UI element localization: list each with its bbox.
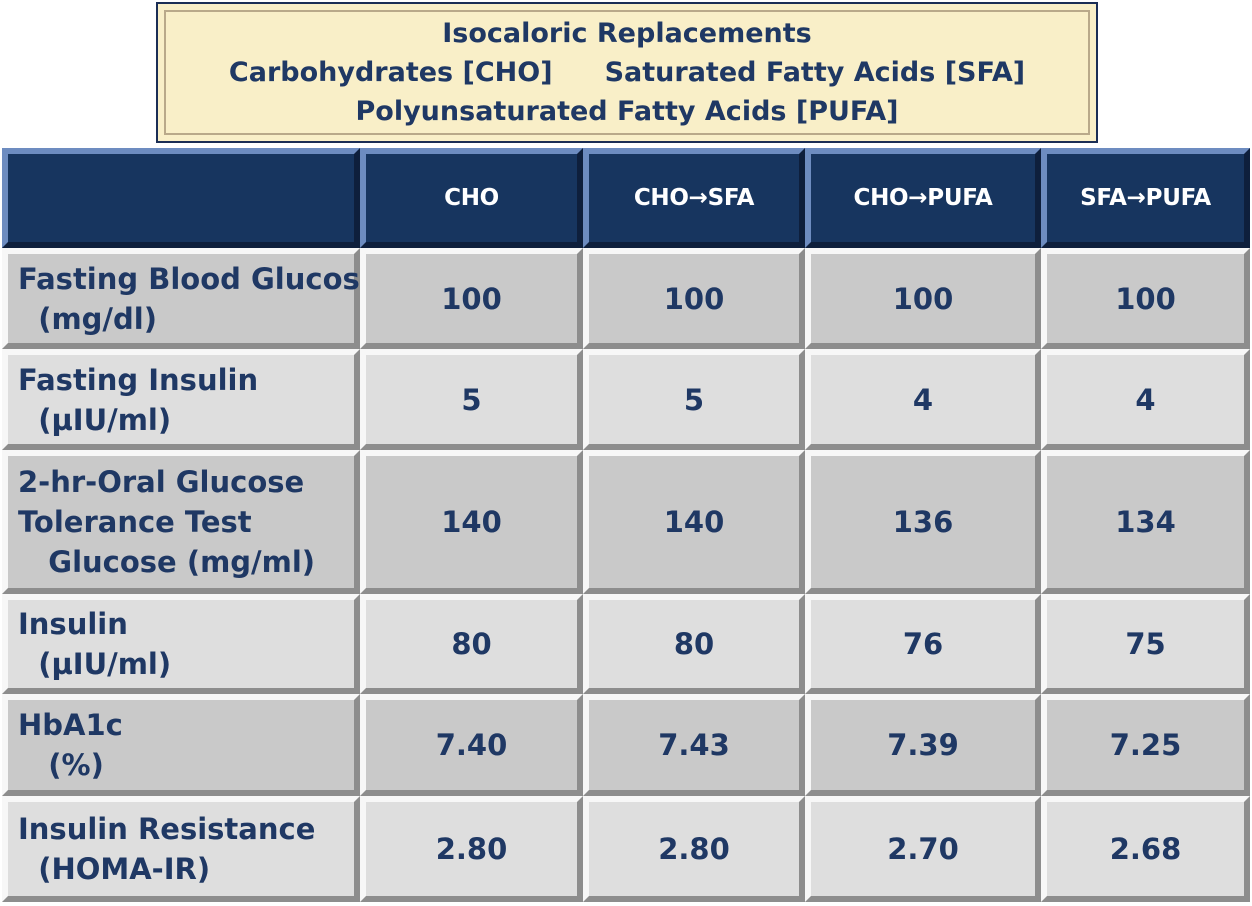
title-sfa: Saturated Fatty Acids [SFA] xyxy=(604,56,1026,88)
row-label-line: 2-hr-Oral Glucose xyxy=(18,465,305,499)
value-text: 2.68 xyxy=(1109,832,1182,866)
value-cell-cho-to-pufa: 4 xyxy=(805,349,1041,450)
row-label-line: Fasting Blood Glucose xyxy=(18,261,380,296)
column-header-cho-to-pufa: CHO→PUFA xyxy=(805,148,1041,248)
row-label-line: (mg/dl) xyxy=(18,301,157,336)
value-cell-cho: 7.40 xyxy=(360,694,583,796)
value-text: 5 xyxy=(683,382,705,417)
row-label-line: (%) xyxy=(18,748,104,782)
value-cell-cho: 140 xyxy=(360,450,583,594)
value-text: 136 xyxy=(892,505,954,539)
value-cell-cho-to-pufa: 7.39 xyxy=(805,694,1041,796)
row-label-line: HbA1c xyxy=(18,708,123,742)
value-cell-cho: 80 xyxy=(360,594,583,694)
value-text: 75 xyxy=(1125,627,1166,661)
column-header-label: CHO xyxy=(444,185,499,211)
row-label-cell: Insulin (µIU/ml) xyxy=(2,594,360,694)
value-text: 100 xyxy=(441,281,502,316)
title-line-1: Isocaloric Replacements xyxy=(442,17,812,49)
row-label-cell: Fasting Blood Glucose (mg/dl) xyxy=(2,248,379,349)
value-text: 2.70 xyxy=(887,832,959,866)
row-label-line: Insulin Resistance xyxy=(18,812,316,846)
row-label: Insulin (µIU/ml) xyxy=(18,604,171,684)
value-cell-cho-to-pufa: 136 xyxy=(805,450,1041,594)
row-label-line: (µIU/ml) xyxy=(18,402,172,437)
value-cell-cho-to-sfa: 2.80 xyxy=(583,796,805,902)
data-table: CHO CHO→SFA CHO→PUFA SFA→PUFA Fasting Blood … xyxy=(2,148,1250,902)
title-inner: Isocaloric Replacements Carbohydrates [C… xyxy=(164,10,1090,135)
row-label: HbA1c (%) xyxy=(18,705,123,785)
column-header-cho-to-sfa: CHO→SFA xyxy=(583,148,805,248)
row-label-cell: HbA1c (%) xyxy=(2,694,360,796)
value-text: 7.25 xyxy=(1109,728,1182,762)
row-label: Fasting Insulin (µIU/ml) xyxy=(18,360,258,440)
value-text: 4 xyxy=(912,382,934,417)
row-label-cell: 2-hr-Oral Glucose Tolerance Test Glucose … xyxy=(2,450,360,594)
row-label-cell: Fasting Insulin (µIU/ml) xyxy=(2,349,360,450)
value-cell-cho: 5 xyxy=(360,349,583,450)
value-cell-sfa-to-pufa: 2.68 xyxy=(1041,796,1250,902)
value-text: 100 xyxy=(1115,281,1176,316)
value-cell-sfa-to-pufa: 134 xyxy=(1041,450,1250,594)
value-cell-cho-to-sfa: 80 xyxy=(583,594,805,694)
value-cell-cho-to-sfa: 140 xyxy=(583,450,805,594)
column-header-label: CHO→SFA xyxy=(633,185,755,211)
value-cell-cho: 100 xyxy=(360,248,583,349)
row-label-line: (µIU/ml) xyxy=(18,647,172,681)
value-text: 140 xyxy=(663,505,725,539)
value-cell-sfa-to-pufa: 75 xyxy=(1041,594,1250,694)
value-cell-cho-to-sfa: 100 xyxy=(583,248,805,349)
title-line-3: Polyunsaturated Fatty Acids [PUFA] xyxy=(355,95,899,127)
column-header-cho: CHO xyxy=(360,148,583,248)
value-text: 7.39 xyxy=(887,728,959,762)
row-label-cell: Insulin Resistance (HOMA-IR) xyxy=(2,796,360,902)
value-text: 80 xyxy=(673,627,715,661)
value-cell-sfa-to-pufa: 4 xyxy=(1041,349,1250,450)
row-label-line: Tolerance Test xyxy=(18,505,252,539)
value-cell-sfa-to-pufa: 7.25 xyxy=(1041,694,1250,796)
row-label-line: (HOMA-IR) xyxy=(18,852,211,886)
row-label: Insulin Resistance (HOMA-IR) xyxy=(18,809,315,889)
title-cho: Carbohydrates [CHO] xyxy=(228,56,553,88)
value-text: 76 xyxy=(902,627,944,661)
value-text: 100 xyxy=(663,281,725,316)
value-text: 80 xyxy=(451,627,492,661)
value-cell-cho-to-pufa: 100 xyxy=(805,248,1041,349)
value-cell-cho-to-sfa: 7.43 xyxy=(583,694,805,796)
value-cell-cho: 2.80 xyxy=(360,796,583,902)
row-label-line: Insulin xyxy=(18,607,128,641)
row-label-line: Fasting Insulin xyxy=(18,362,259,397)
value-text: 7.43 xyxy=(658,728,730,762)
header-corner-cell xyxy=(2,148,360,248)
title-line-2: Carbohydrates [CHO] Saturated Fatty Acid… xyxy=(229,55,1025,91)
column-header-label: SFA→PUFA xyxy=(1080,185,1211,211)
row-label: 2-hr-Oral Glucose Tolerance Test Glucose … xyxy=(18,462,315,582)
value-text: 134 xyxy=(1115,505,1176,539)
value-text: 4 xyxy=(1135,382,1156,417)
value-text: 2.80 xyxy=(658,832,730,866)
row-label: Fasting Blood Glucose (mg/dl) xyxy=(18,259,379,339)
row-label-line: Glucose (mg/ml) xyxy=(18,545,316,579)
value-text: 100 xyxy=(892,281,954,316)
value-text: 5 xyxy=(461,382,482,417)
title-box: Isocaloric Replacements Carbohydrates [C… xyxy=(156,2,1098,143)
value-cell-sfa-to-pufa: 100 xyxy=(1041,248,1250,349)
value-cell-cho-to-pufa: 76 xyxy=(805,594,1041,694)
value-cell-cho-to-sfa: 5 xyxy=(583,349,805,450)
column-header-sfa-to-pufa: SFA→PUFA xyxy=(1041,148,1250,248)
value-text: 2.80 xyxy=(435,832,508,866)
value-cell-cho-to-pufa: 2.70 xyxy=(805,796,1041,902)
column-header-label: CHO→PUFA xyxy=(853,185,993,211)
value-text: 7.40 xyxy=(435,728,508,762)
value-text: 140 xyxy=(441,505,502,539)
